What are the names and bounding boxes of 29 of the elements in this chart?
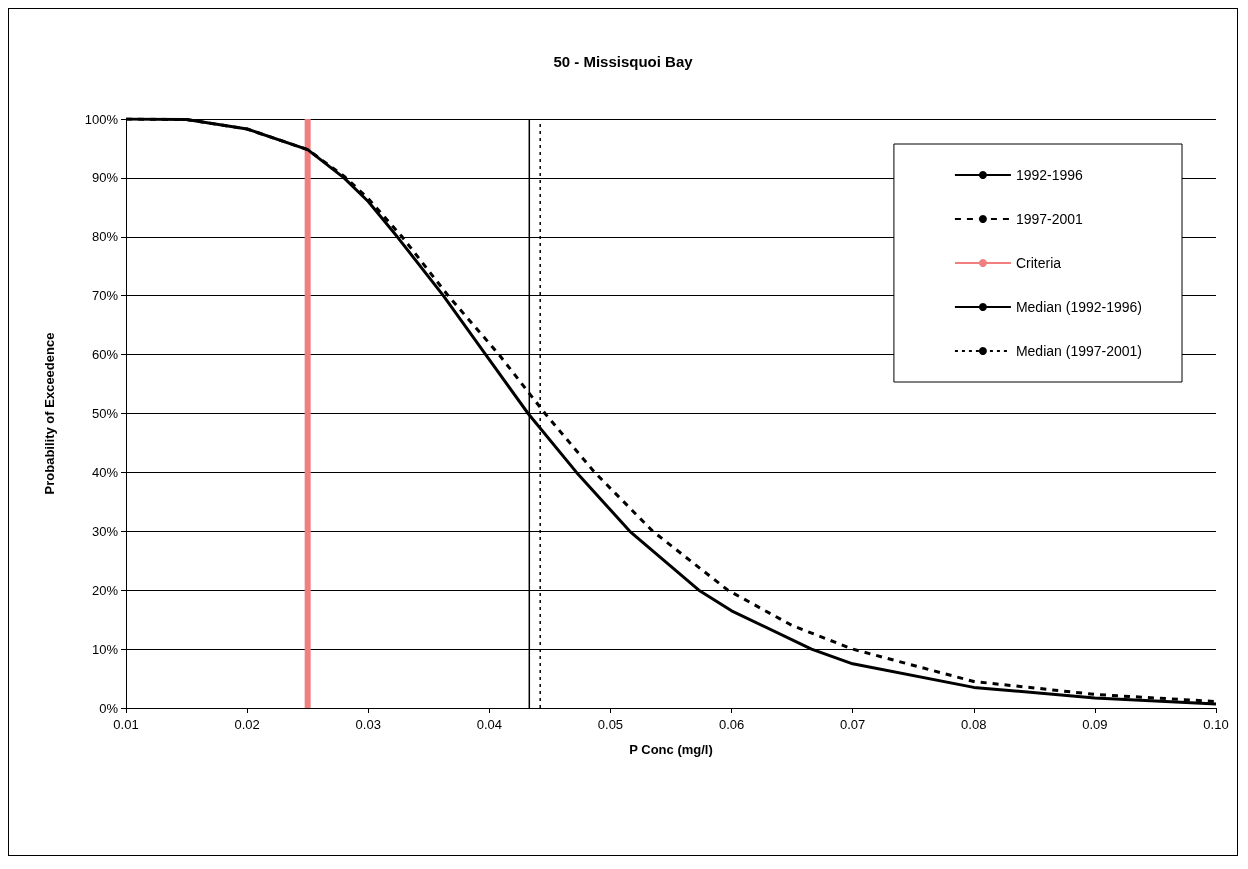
x-tick-label: 0.08 bbox=[961, 717, 987, 732]
y-tick-label: 100% bbox=[84, 111, 119, 127]
y-tick-label: 50% bbox=[91, 406, 119, 421]
legend-label: Median (1992-1996) bbox=[1015, 299, 1143, 315]
y-axis-title: Probability of Exceedence bbox=[42, 332, 57, 495]
x-tick-label: 0.09 bbox=[1082, 717, 1108, 732]
x-tick-label: 0.07 bbox=[840, 717, 866, 732]
x-tick-label: 0.03 bbox=[355, 717, 381, 732]
y-tick-label: 60% bbox=[91, 347, 119, 363]
x-tick-label: 0.04 bbox=[476, 717, 502, 732]
x-tick-label: 0.06 bbox=[718, 717, 745, 732]
x-tick-label: 0.10 bbox=[1203, 717, 1229, 732]
x-tick-label: 0.01 bbox=[113, 717, 139, 732]
x-axis-title: P Conc (mg/l) bbox=[629, 742, 713, 757]
y-tick-label: 70% bbox=[91, 288, 119, 304]
y-tick-label: 90% bbox=[91, 170, 119, 186]
x-tick-label: 0.02 bbox=[234, 717, 260, 732]
legend-label: Median (1997-2001) bbox=[1015, 343, 1143, 359]
legend-label: 1997-2001 bbox=[1015, 211, 1084, 227]
legend-label: Criteria bbox=[1015, 255, 1062, 271]
y-tick-label: 40% bbox=[91, 464, 119, 480]
chart-title: 50 - Missisquoi Bay bbox=[553, 53, 694, 70]
y-tick-label: 10% bbox=[91, 641, 119, 657]
legend-label: 1992-1996 bbox=[1015, 167, 1084, 183]
y-tick-label: 30% bbox=[91, 523, 119, 539]
x-tick-label: 0.05 bbox=[597, 717, 624, 732]
y-tick-label: 80% bbox=[91, 229, 119, 245]
y-tick-label: 0% bbox=[99, 700, 119, 716]
y-tick-label: 20% bbox=[91, 582, 119, 598]
